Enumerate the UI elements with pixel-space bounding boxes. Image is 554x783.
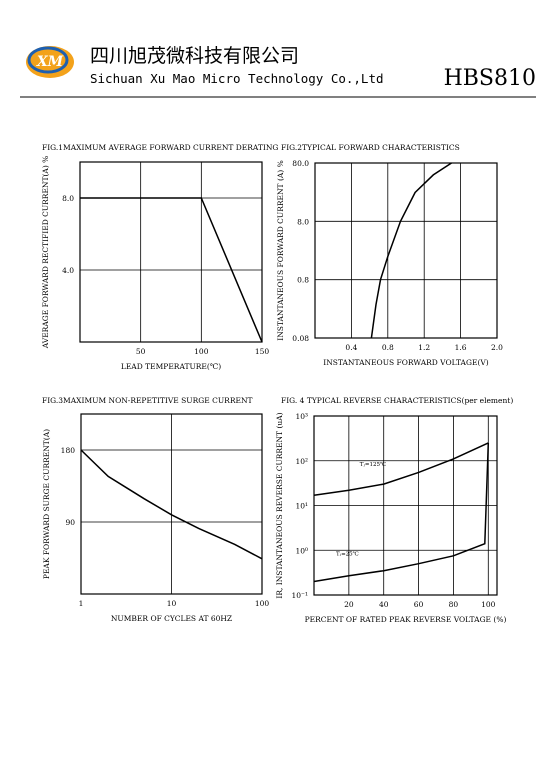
x-tick-label: 0.4 (345, 343, 357, 352)
x-tick-label: 50 (136, 347, 146, 356)
curve-label: Tⱼ=125℃ (360, 461, 386, 468)
x-axis-label: NUMBER OF CYCLES AT 60HZ (111, 614, 232, 623)
curve-label: Tⱼ=25℃ (336, 551, 359, 558)
y-axis-label: INSTANTANEOUS FORWARD CURRENT (A) % (276, 160, 285, 340)
curve (313, 442, 489, 496)
y-tick-label: 180 (61, 446, 76, 455)
y-tick-label: 0.08 (292, 334, 309, 343)
y-axis-label: IR, INSTANTANEOUS REVERSE CURRENT (uA) (275, 412, 284, 598)
y-axis-label: AVERAGE FORWARD RECTIFIED CURRENT(A) % (41, 156, 50, 350)
x-axis-label: INSTANTANEOUS FORWARD VOLTAGE(V) (323, 358, 489, 367)
x-tick-label: 1 (79, 599, 84, 608)
x-tick-label: 10 (167, 599, 177, 608)
y-tick-label: 0.8 (297, 276, 309, 285)
curve (313, 442, 490, 583)
y-tick-label: 10² (295, 457, 308, 466)
y-tick-label: 80.0 (292, 159, 309, 168)
curve (80, 197, 263, 343)
x-tick-label: 80 (449, 600, 459, 609)
plot-frame (79, 161, 263, 343)
y-tick-label: 10⁰ (295, 546, 308, 555)
x-axis-label: PERCENT OF RATED PEAK REVERSE VOLTAGE (%… (305, 615, 507, 624)
x-tick-label: 40 (379, 600, 389, 609)
chart-title: FIG. 4 TYPICAL REVERSE CHARACTERISTICS(p… (281, 396, 513, 405)
y-tick-label: 4.0 (62, 266, 74, 275)
curve (80, 449, 263, 560)
y-tick-label: 10³ (295, 412, 308, 421)
chart-title: FIG.2TYPICAL FORWARD CHARACTERISTICS (281, 143, 460, 152)
chart-title: FIG.1MAXIMUM AVERAGE FORWARD CURRENT DER… (42, 143, 278, 152)
x-tick-label: 1.2 (418, 343, 430, 352)
y-tick-label: 90 (65, 518, 75, 527)
x-tick-label: 100 (255, 599, 270, 608)
logo-text: XM (36, 54, 64, 70)
x-tick-label: 60 (414, 600, 424, 609)
part-number: HBS810 (444, 66, 536, 91)
x-tick-label: 0.8 (382, 343, 394, 352)
chart-title: FIG.3MAXIMUM NON-REPETITIVE SURGE CURREN… (42, 396, 253, 405)
x-tick-label: 2.0 (491, 343, 503, 352)
company-en: Sichuan Xu Mao Micro Technology Co.,Ltd (90, 71, 384, 86)
logo-ring (27, 46, 69, 74)
y-tick-label: 10¹ (295, 502, 308, 511)
x-tick-label: 100 (194, 347, 209, 356)
company-cn: 四川旭茂微科技有限公司 (90, 45, 299, 67)
curve (370, 162, 452, 339)
x-tick-label: 20 (344, 600, 354, 609)
y-tick-label: 8.0 (62, 194, 74, 203)
x-tick-label: 1.6 (455, 343, 467, 352)
y-axis-label: PEAK FORWARD SURGE CURRENT(A) (42, 429, 51, 579)
x-tick-label: 100 (481, 600, 496, 609)
x-tick-label: 150 (255, 347, 270, 356)
y-tick-label: 10⁻¹ (291, 591, 308, 600)
x-axis-label: LEAD TEMPERATURE(℃) (121, 362, 221, 371)
y-tick-label: 8.0 (297, 217, 309, 226)
plot-frame (314, 162, 498, 339)
